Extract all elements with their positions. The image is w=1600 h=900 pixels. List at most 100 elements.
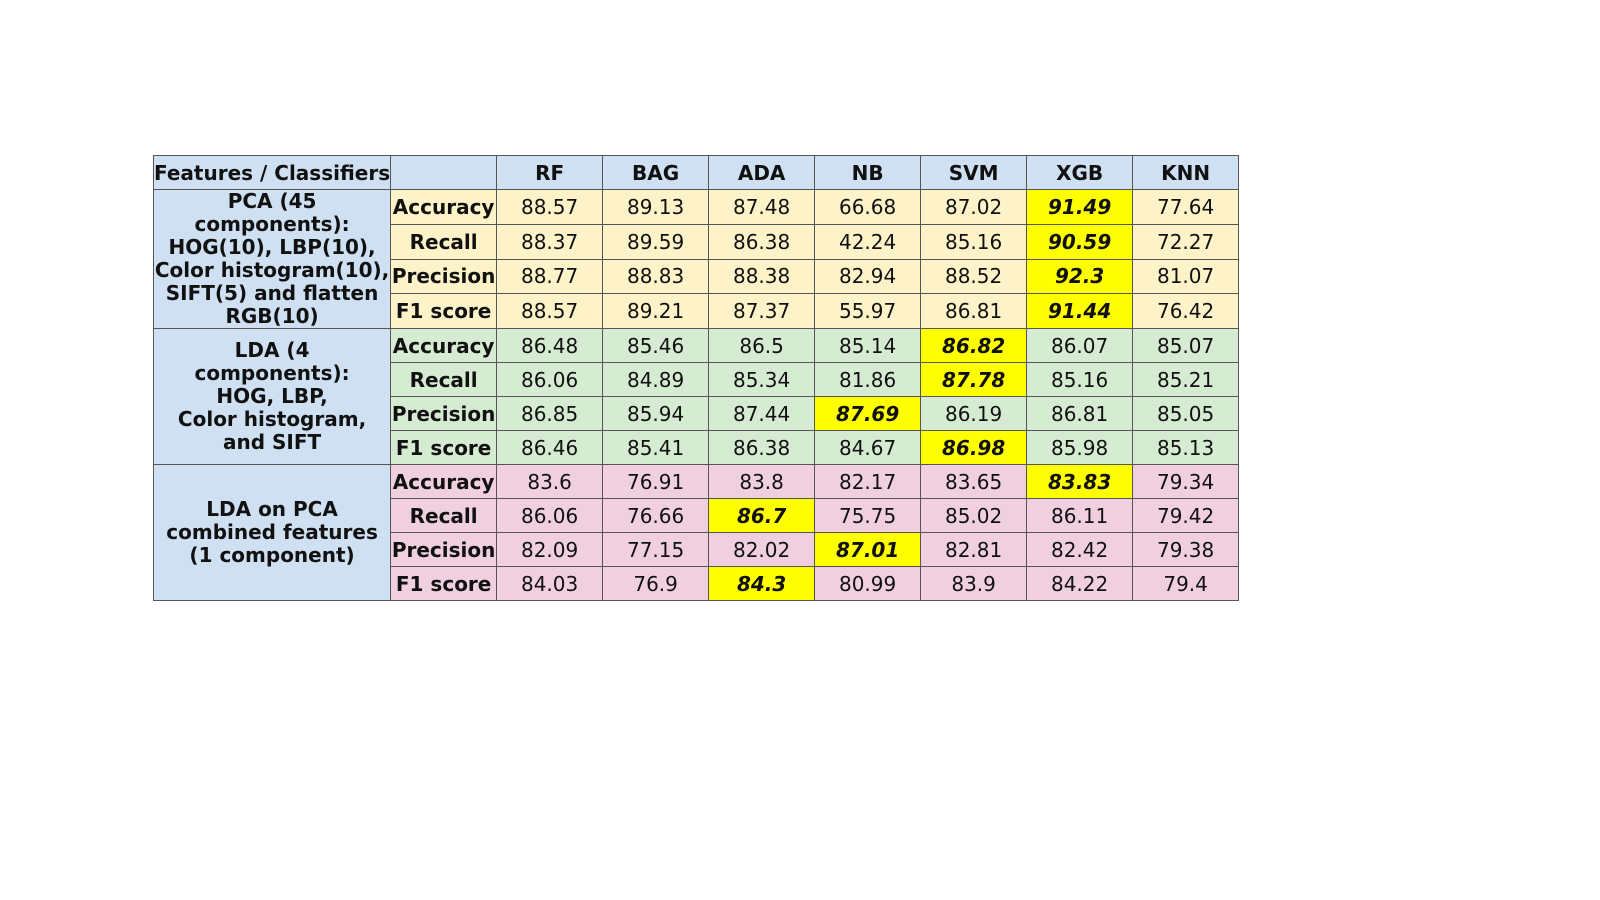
best-value-cell: 83.83 [1026,464,1134,499]
value-cell: 86.48 [496,328,604,363]
value-cell: 66.68 [814,189,922,225]
value-cell: 82.81 [920,532,1028,567]
value-cell: 55.97 [814,293,922,329]
metric-label: F1 score [390,293,498,329]
feature-group-label-line: SIFT(5) and flatten [165,281,379,305]
value-cell: 85.02 [920,498,1028,533]
value-cell: 82.17 [814,464,922,499]
table-row: LDA on PCA combined features (1 component)… [152,464,1240,601]
table-row: LDA (4 components): HOG, LBP, Color histog… [152,328,1240,465]
value-cell: 76.91 [602,464,710,499]
best-value-cell: 91.49 [1026,189,1134,225]
value-cell: 86.85 [496,396,604,431]
feature-group-label-line: PCA (45 components): [194,189,350,236]
best-value-cell: 92.3 [1026,258,1134,295]
value-cell: 85.16 [920,223,1028,260]
value-cell: 86.11 [1026,498,1134,533]
value-cell: 82.94 [814,258,922,295]
value-cell: 81.07 [1132,258,1240,295]
corner-label: Features / Classifiers [152,155,392,190]
value-cell: 85.46 [602,328,710,363]
value-cell: 79.42 [1132,498,1240,533]
value-cell: 85.98 [1026,430,1134,465]
metric-label: F1 score [390,566,498,601]
value-cell: 86.5 [708,328,816,363]
best-value-cell: 86.98 [920,430,1028,465]
feature-group-label: LDA on PCA combined features (1 component) [152,464,392,601]
value-cell: 89.21 [602,293,710,329]
feature-group-label-line: HOG, LBP, [216,384,328,408]
results-table: Features / Classifiers RF BAG ADA NB SVM… [152,155,1240,601]
metric-label: Precision [390,532,498,567]
value-cell: 85.14 [814,328,922,363]
value-cell: 87.02 [920,189,1028,225]
value-cell: 88.77 [496,258,604,295]
value-cell: 76.42 [1132,293,1240,329]
value-cell: 81.86 [814,362,922,397]
best-value-cell: 84.3 [708,566,816,601]
value-cell: 77.64 [1132,189,1240,225]
feature-group-label-line: Color histogram(10), [154,258,390,282]
value-cell: 89.13 [602,189,710,225]
value-cell: 42.24 [814,223,922,260]
value-cell: 77.15 [602,532,710,567]
metric-label: Precision [390,258,498,295]
value-cell: 82.09 [496,532,604,567]
metric-label: Recall [390,498,498,533]
classifier-header-rf: RF [496,155,604,190]
header-row: Features / Classifiers RF BAG ADA NB SVM… [152,155,1240,190]
metric-label: Precision [390,396,498,431]
table-row: Precision 82.09 77.15 82.02 87.01 82.81 82.42 7… [154,532,1240,567]
feature-group-label: LDA (4 components): HOG, LBP, Color histog… [152,328,392,465]
value-cell: 88.52 [920,258,1028,295]
metric-label: Recall [390,223,498,260]
value-cell: 85.41 [602,430,710,465]
best-value-cell: 90.59 [1026,223,1134,260]
table-row: PCA (45 components): HOG(10), LBP(10), Col… [152,189,1240,329]
table-row: Recall 86.06 76.66 86.7 75.75 85.02 86.11 79.42 [154,498,1240,533]
table-row: Recall 86.06 84.89 85.34 81.86 87.78 85.16 85.2… [154,362,1240,397]
classifier-header-ada: ADA [708,155,816,190]
table-row: F1 score 86.46 85.41 86.38 84.67 86.98 85.98 85… [154,430,1240,465]
value-cell: 83.9 [920,566,1028,601]
best-value-cell: 87.01 [814,532,922,567]
metric-label: Accuracy [390,189,498,225]
value-cell: 80.99 [814,566,922,601]
feature-group-label-line: HOG(10), LBP(10), [168,235,376,259]
value-cell: 85.94 [602,396,710,431]
table-row: F1 score 84.03 76.9 84.3 80.99 83.9 84.22 79.4 [154,566,1240,601]
value-cell: 84.03 [496,566,604,601]
value-cell: 85.16 [1026,362,1134,397]
classifier-header-svm: SVM [920,155,1028,190]
value-cell: 85.05 [1132,396,1240,431]
metric-label: F1 score [390,430,498,465]
value-cell: 86.38 [708,223,816,260]
value-cell: 86.81 [1026,396,1134,431]
value-cell: 72.27 [1132,223,1240,260]
classifier-header-knn: KNN [1132,155,1240,190]
value-cell: 88.83 [602,258,710,295]
best-value-cell: 91.44 [1026,293,1134,329]
value-cell: 79.4 [1132,566,1240,601]
value-cell: 85.21 [1132,362,1240,397]
metric-header-cell [390,155,498,190]
best-value-cell: 87.69 [814,396,922,431]
value-cell: 88.38 [708,258,816,295]
value-cell: 86.06 [496,498,604,533]
feature-group-label-line: LDA (4 components): [194,338,350,385]
feature-group-label-line: LDA on PCA [206,497,338,521]
value-cell: 86.06 [496,362,604,397]
value-cell: 79.38 [1132,532,1240,567]
classifier-header-nb: NB [814,155,922,190]
feature-group-label-line: combined features [166,520,378,544]
value-cell: 76.9 [602,566,710,601]
value-cell: 88.57 [496,189,604,225]
value-cell: 79.34 [1132,464,1240,499]
value-cell: 87.48 [708,189,816,225]
table-row: Precision 86.85 85.94 87.44 87.69 86.19 86.81 8… [154,396,1240,431]
best-value-cell: 86.82 [920,328,1028,363]
feature-group-label-line: Color histogram, [177,407,367,431]
value-cell: 86.81 [920,293,1028,329]
feature-group-label-line: RGB(10) [225,304,319,328]
best-value-cell: 86.7 [708,498,816,533]
